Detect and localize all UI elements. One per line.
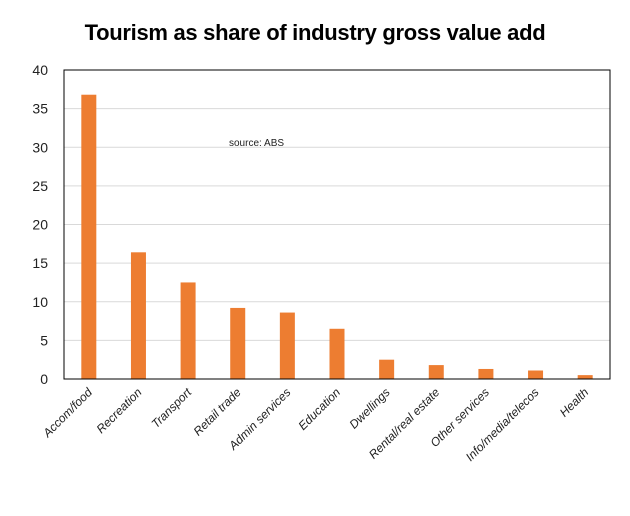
gridlines xyxy=(64,108,610,341)
bar xyxy=(279,312,295,379)
y-tick-label: 30 xyxy=(32,139,48,155)
y-tick-label: 0 xyxy=(40,371,48,387)
y-tick-label: 10 xyxy=(32,294,48,310)
bar xyxy=(478,368,494,379)
x-category-label: Retail trade xyxy=(191,385,245,439)
x-category-label: Accom/food xyxy=(40,385,96,441)
chart-title: Tourism as share of industry gross value… xyxy=(84,20,546,45)
bar xyxy=(180,282,196,379)
bar xyxy=(329,328,345,379)
bar xyxy=(230,307,246,379)
x-category-label: Education xyxy=(295,385,343,433)
y-tick-label: 15 xyxy=(32,255,48,271)
x-category-label: Health xyxy=(557,385,592,420)
plot-frame xyxy=(63,69,611,380)
y-tick-label: 20 xyxy=(32,217,48,233)
bar xyxy=(428,365,444,379)
x-category-label: Recreation xyxy=(94,385,145,436)
y-axis-ticks: 0 5 10 15 20 25 30 35 40 xyxy=(32,62,48,387)
bars xyxy=(81,94,593,379)
bar xyxy=(81,94,97,379)
source-annotation: source: ABS xyxy=(229,138,284,149)
x-category-label: Dwellings xyxy=(347,385,393,431)
y-tick-label: 25 xyxy=(32,178,48,194)
bar xyxy=(577,375,593,379)
x-category-label: Transport xyxy=(149,385,195,431)
bar xyxy=(130,252,146,379)
y-tick-label: 35 xyxy=(32,101,48,117)
bar xyxy=(528,370,544,379)
bar xyxy=(379,359,395,379)
y-tick-label: 40 xyxy=(32,62,48,78)
y-tick-label: 5 xyxy=(40,332,48,348)
